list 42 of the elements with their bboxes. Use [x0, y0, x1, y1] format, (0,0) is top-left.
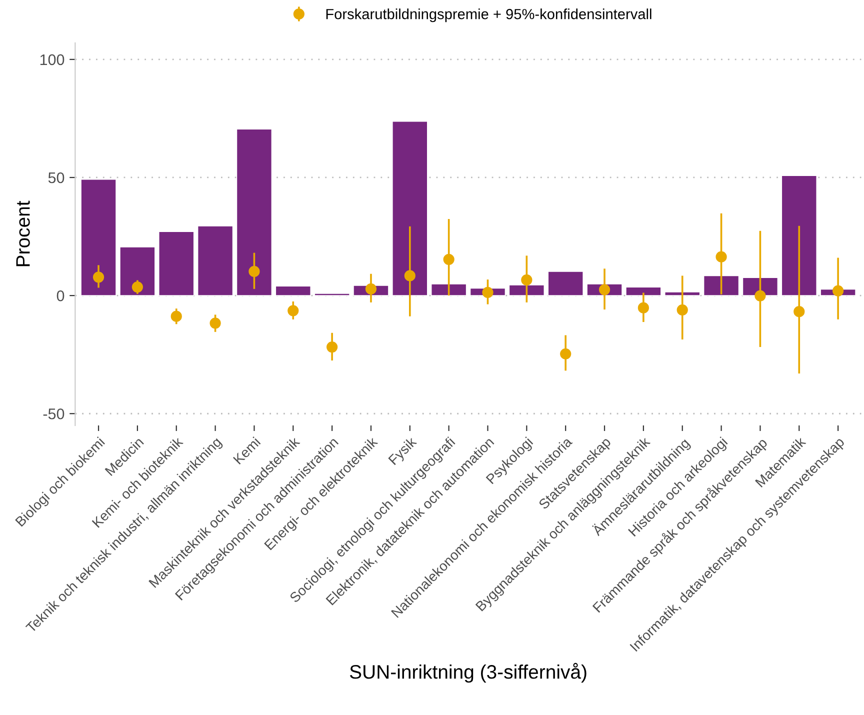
point: [482, 286, 494, 298]
bar: [275, 286, 312, 296]
bar: [508, 284, 545, 296]
y-tick-label: -50: [43, 408, 64, 420]
legend-label: Forskarutbildningspremie + 95%-konfidensintervall: [326, 8, 652, 22]
bar: [703, 275, 740, 296]
y-tick-label: 50: [48, 172, 64, 184]
bar: [314, 293, 350, 296]
point: [326, 341, 338, 353]
point: [598, 284, 610, 296]
point: [716, 251, 727, 262]
y-axis-title: Procent: [16, 200, 30, 266]
bar: [197, 225, 234, 296]
point: [754, 290, 766, 302]
bar: [664, 292, 700, 296]
point: [676, 304, 688, 316]
point: [170, 310, 182, 322]
point: [288, 305, 299, 316]
point: [794, 306, 805, 318]
bar: [781, 175, 818, 296]
point: [132, 282, 143, 293]
point: [560, 348, 572, 360]
y-tick-label: 100: [40, 54, 64, 66]
bar: [548, 271, 584, 296]
point: [92, 272, 104, 283]
bar: [80, 178, 116, 296]
point: [638, 302, 649, 314]
point: [210, 318, 221, 329]
point: [248, 266, 260, 278]
bar: [158, 231, 194, 296]
point: [832, 285, 844, 296]
bar: [392, 120, 428, 296]
point: [443, 254, 454, 265]
point: [365, 283, 377, 294]
y-tick-label: 0: [56, 290, 64, 302]
bar: [430, 284, 467, 296]
bar: [120, 246, 156, 296]
bar: [626, 286, 662, 296]
point: [521, 274, 532, 286]
point: [404, 270, 416, 282]
bar: [236, 128, 272, 296]
x-axis-title: SUN-inriktning (3-siffernivå): [350, 662, 586, 683]
